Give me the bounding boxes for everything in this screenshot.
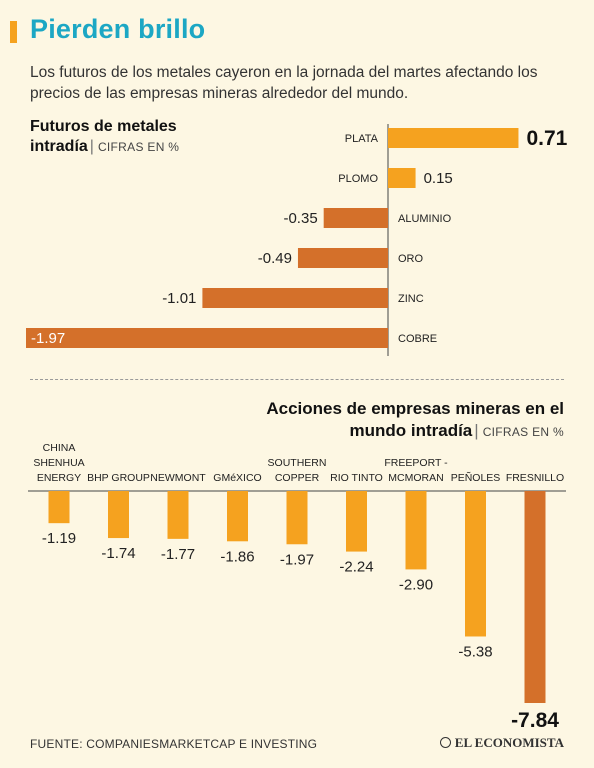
metals-value-label: -1.01 [162,290,196,307]
metals-bar [388,128,519,148]
mining-category-label: BHP GROUP [87,472,150,484]
metals-category-label: PLATA [345,133,379,145]
metals-category-label: PLOMO [338,173,378,185]
footer-logo: EL ECONOMISTA [439,735,564,751]
mining-chart-title: Acciones de empresas mineras en el mundo… [184,398,564,443]
mining-category-label: SOUTHERN [268,457,327,469]
mining-category-label: FRESNILLO [506,472,564,484]
metals-bar [202,288,388,308]
metals-value-label: -0.49 [258,250,292,267]
mining-category-label: COPPER [275,472,320,484]
metals-category-label: COBRE [398,333,437,345]
section-divider [30,379,564,380]
metals-bar [323,208,388,228]
mining-value-label: -1.86 [220,548,254,565]
mining-category-label: CHINA [43,442,76,454]
mining-bar [48,491,70,524]
mining-bar [227,491,248,542]
footer-logo-text: EL ECONOMISTA [454,735,564,750]
mining-chart-title-line1: Acciones de empresas mineras en el [266,399,564,418]
mining-category-label: SHENHUA [33,457,84,469]
mining-value-label: -1.77 [161,546,195,563]
mining-bar [286,491,308,545]
mining-bar [167,491,189,539]
mining-value-label: -7.84 [511,709,559,732]
mining-category-label: RIO TINTO [330,472,383,484]
mining-value-label: -2.24 [339,559,373,576]
metals-value-label: -1.97 [31,330,65,347]
page-subtitle: Los futuros de los metales cayeron en la… [30,64,538,102]
mining-value-label: -2.90 [399,576,433,593]
mining-category-label: ENERGY [37,472,81,484]
metals-value-label: 0.15 [424,170,453,187]
metals-bar [26,328,388,348]
metals-chart-units: CIFRAS EN % [97,140,180,154]
mining-value-label: -5.38 [458,643,492,660]
mining-bar [108,491,129,539]
mining-bar [465,491,486,637]
mining-value-label: -1.74 [101,545,135,562]
title-separator: | [89,138,94,155]
metals-chart-title: Futuros de metales intradía | CIFRAS EN % [30,117,230,157]
metals-bar [388,168,416,188]
mining-category-label: PEÑOLES [451,471,501,484]
mining-category-label: GMéXICO [213,472,261,484]
mining-chart-title-line2: mundo intradía [349,421,473,440]
mining-bar [346,491,367,552]
metals-chart-title-line2: intradía [30,138,88,155]
metals-category-label: ORO [398,253,424,265]
mining-chart-units: CIFRAS EN % [482,425,564,439]
metals-value-label: -0.35 [283,210,317,227]
metals-category-label: ALUMINIO [398,213,452,225]
metals-category-label: ZINC [398,293,424,305]
title-separator: | [474,421,479,440]
metals-chart-title-line1: Futuros de metales [30,118,177,135]
mining-value-label: -1.97 [280,551,314,568]
page-title: Pierden brillo [30,14,206,44]
footer-source: FUENTE: COMPANIESMARKETCAP E INVESTING [30,737,318,751]
mining-bar [524,491,546,703]
mining-category-label: MCMORAN [388,472,443,484]
mining-bar [405,491,427,570]
mining-category-label: FREEPORT - [384,457,448,469]
mining-value-label: -1.19 [42,530,76,547]
metals-value-label: 0.71 [526,127,567,150]
mining-category-label: NEWMONT [150,472,206,484]
logo-mark-icon [439,737,451,748]
metals-bar [297,248,388,268]
title-accent-bar [10,21,17,43]
